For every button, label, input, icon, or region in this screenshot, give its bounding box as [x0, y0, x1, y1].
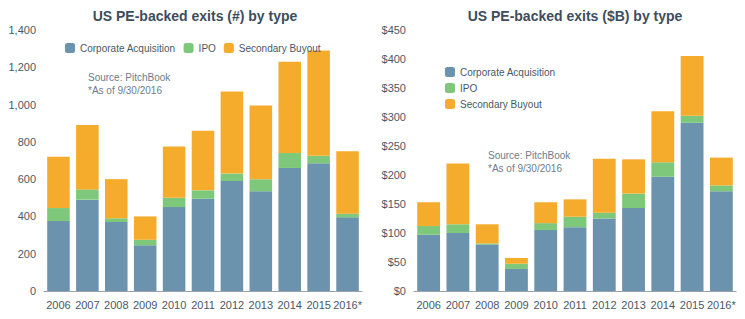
svg-text:Secondary Buyout: Secondary Buyout — [460, 99, 542, 110]
svg-text:$100: $100 — [382, 227, 406, 239]
svg-text:$200: $200 — [382, 169, 406, 181]
svg-text:800: 800 — [18, 136, 36, 148]
svg-text:$350: $350 — [382, 82, 406, 94]
svg-text:2012: 2012 — [592, 299, 616, 311]
svg-text:US PE-backed exits ($B) by typ: US PE-backed exits ($B) by type — [468, 8, 683, 24]
svg-text:2014: 2014 — [277, 299, 301, 311]
svg-text:2011: 2011 — [191, 299, 215, 311]
svg-text:2007: 2007 — [75, 299, 99, 311]
svg-text:$300: $300 — [382, 111, 406, 123]
svg-text:$450: $450 — [382, 24, 406, 36]
svg-text:2015: 2015 — [680, 299, 704, 311]
svg-text:2009: 2009 — [133, 299, 157, 311]
svg-text:2013: 2013 — [621, 299, 645, 311]
svg-text:Source: PitchBook: Source: PitchBook — [488, 150, 571, 161]
svg-text:2010: 2010 — [533, 299, 557, 311]
svg-text:*As of 9/30/2016: *As of 9/30/2016 — [488, 163, 562, 174]
svg-text:$400: $400 — [382, 53, 406, 65]
svg-text:Corporate Acquisition: Corporate Acquisition — [460, 67, 555, 78]
svg-text:$0: $0 — [394, 285, 406, 297]
svg-text:2008: 2008 — [104, 299, 128, 311]
svg-text:IPO: IPO — [199, 43, 216, 54]
svg-text:2016*: 2016* — [333, 299, 362, 311]
svg-text:2006: 2006 — [46, 299, 70, 311]
svg-text:2006: 2006 — [416, 299, 440, 311]
svg-text:2016*: 2016* — [707, 299, 736, 311]
svg-text:*As of 9/30/2016: *As of 9/30/2016 — [88, 85, 162, 96]
svg-text:1,400: 1,400 — [8, 24, 36, 36]
svg-text:US PE-backed exits (#) by type: US PE-backed exits (#) by type — [93, 8, 298, 24]
svg-text:$50: $50 — [388, 256, 406, 268]
svg-text:2015: 2015 — [306, 299, 330, 311]
svg-text:2012: 2012 — [220, 299, 244, 311]
svg-text:2010: 2010 — [162, 299, 186, 311]
svg-text:Secondary Buyout: Secondary Buyout — [239, 43, 321, 54]
svg-text:1,000: 1,000 — [8, 99, 36, 111]
svg-text:200: 200 — [18, 248, 36, 260]
svg-text:$250: $250 — [382, 140, 406, 152]
svg-text:600: 600 — [18, 173, 36, 185]
svg-text:Corporate Acquisition: Corporate Acquisition — [80, 43, 175, 54]
svg-text:2007: 2007 — [446, 299, 470, 311]
svg-text:1,200: 1,200 — [8, 61, 36, 73]
svg-text:Source: PitchBook: Source: PitchBook — [88, 72, 171, 83]
svg-text:IPO: IPO — [460, 83, 477, 94]
svg-text:400: 400 — [18, 210, 36, 222]
svg-text:2013: 2013 — [249, 299, 273, 311]
svg-text:2008: 2008 — [475, 299, 499, 311]
svg-text:0: 0 — [30, 285, 36, 297]
svg-text:$150: $150 — [382, 198, 406, 210]
svg-text:2011: 2011 — [563, 299, 587, 311]
svg-text:2009: 2009 — [504, 299, 528, 311]
svg-text:2014: 2014 — [651, 299, 675, 311]
